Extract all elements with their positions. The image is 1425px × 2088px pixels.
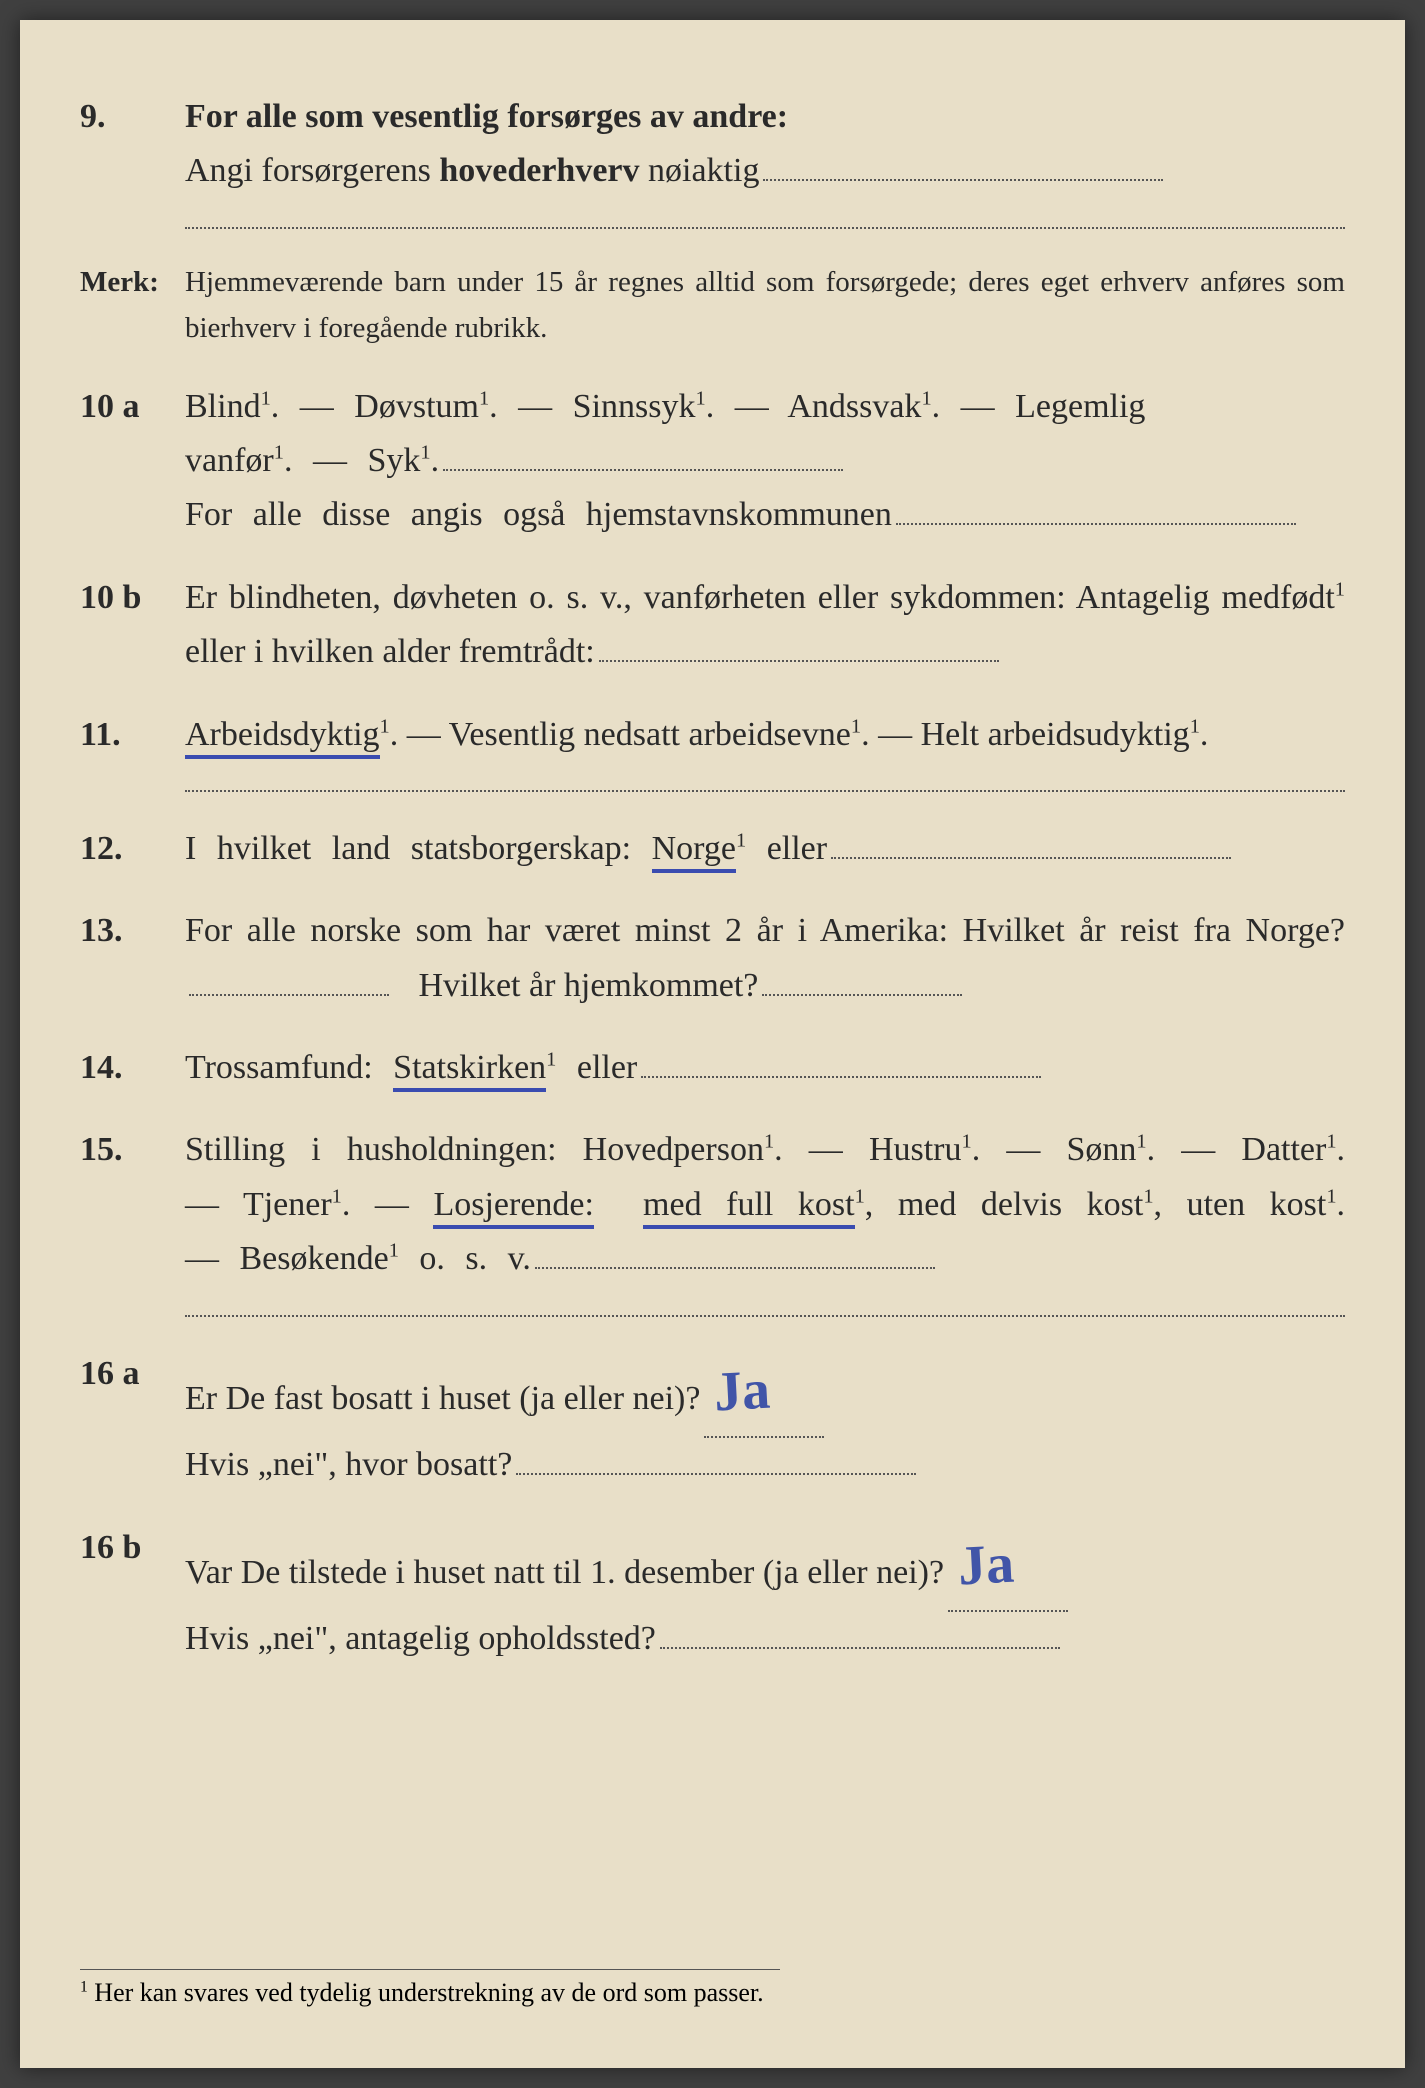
q15-datter: Datter <box>1241 1131 1326 1168</box>
q16a-text: Er De fast bosatt i huset (ja eller nei)… <box>185 1347 1345 1493</box>
footnote: 1 Her kan svares ved tydelig understrekn… <box>80 1969 780 2008</box>
merk-text: Hjemmeværende barn under 15 år regnes al… <box>185 259 1345 352</box>
q13-number: 13. <box>80 904 185 1013</box>
q15-sonn: Sønn <box>1066 1131 1136 1168</box>
document-page: 9. For alle som vesentlig forsørges av a… <box>20 20 1405 2068</box>
fill-line <box>660 1647 1060 1649</box>
q9-text: For alle som vesentlig forsørges av andr… <box>185 90 1345 199</box>
q16a-text1: Er De fast bosatt i huset (ja eller nei)… <box>185 1380 700 1417</box>
q16b-text2: Hvis „nei", antagelig opholdssted? <box>185 1620 656 1657</box>
q9-line2c: nøiaktig <box>640 152 760 189</box>
question-10b: 10 b Er blindheten, døvheten o. s. v., v… <box>80 571 1345 680</box>
q12-text1: I hvilket land statsborgerskap: <box>185 830 652 867</box>
q10a-text: Blind1. — Døvstum1. — Sinnssyk1. — Andss… <box>185 380 1345 543</box>
q16b-number: 16 b <box>80 1521 185 1667</box>
fill-line <box>641 1076 1041 1078</box>
q9-line1: For alle som vesentlig forsørges av andr… <box>185 98 788 135</box>
q15-besok: Besøkende <box>240 1240 389 1277</box>
q10b-text2: eller i hvilken alder fremtrådt: <box>185 633 595 670</box>
question-14: 14. Trossamfund: Statskirken1 eller <box>80 1041 1345 1095</box>
question-12: 12. I hvilket land statsborgerskap: Norg… <box>80 822 1345 876</box>
q10a-sinnssyk: Sinnssyk <box>573 388 696 425</box>
q15-uten: uten kost <box>1187 1186 1327 1223</box>
q11-text: Arbeidsdyktig1. — Vesentlig nedsatt arbe… <box>185 708 1345 762</box>
q10a-number: 10 a <box>80 380 185 543</box>
q13-text2: Hvilket år hjemkommet? <box>419 967 759 1004</box>
separator-line <box>185 790 1345 792</box>
q10a-legemlig: Legemlig <box>1015 388 1145 425</box>
q14-statskirken: Statskirken <box>393 1049 546 1092</box>
q15-text: Stilling i husholdningen: Hovedperson1. … <box>185 1123 1345 1286</box>
merk-note: Merk: Hjemmeværende barn under 15 år reg… <box>80 259 1345 352</box>
fill-line <box>516 1473 916 1475</box>
q15-number: 15. <box>80 1123 185 1286</box>
fill-line <box>535 1267 935 1269</box>
q13-text1: For alle norske som har været minst 2 år… <box>185 912 1345 949</box>
q14-number: 14. <box>80 1041 185 1095</box>
q10a-blind: Blind <box>185 388 261 425</box>
fill-line <box>443 469 843 471</box>
question-16a: 16 a Er De fast bosatt i huset (ja eller… <box>80 1347 1345 1493</box>
q15-delvis: med delvis kost <box>898 1186 1144 1223</box>
q11-opt2: Vesentlig nedsatt arbeidsevne <box>449 716 851 753</box>
q14-text1: Trossamfund: <box>185 1049 393 1086</box>
separator-line <box>185 227 1345 229</box>
q15-fullkost: med full kost <box>643 1186 855 1229</box>
footnote-text: Her kan svares ved tydelig understreknin… <box>88 1978 764 2007</box>
fill-line: Ja <box>704 1347 824 1439</box>
q15-losjerende: Losjerende: <box>433 1186 594 1229</box>
q10a-vanfor: vanfør <box>185 442 274 479</box>
q12-norge: Norge <box>652 830 736 873</box>
q15-osv: o. s. v. <box>399 1240 531 1277</box>
q16a-text2: Hvis „nei", hvor bosatt? <box>185 1446 512 1483</box>
q14-eller: eller <box>556 1049 637 1086</box>
fill-line <box>599 660 999 662</box>
question-15: 15. Stilling i husholdningen: Hovedperso… <box>80 1123 1345 1286</box>
q9-number: 9. <box>80 90 185 199</box>
q15-text1: Stilling i husholdningen: Hovedperson <box>185 1131 764 1168</box>
q15-hustru: Hustru <box>869 1131 962 1168</box>
q10b-number: 10 b <box>80 571 185 680</box>
q15-tjener: Tjener <box>243 1186 332 1223</box>
q12-eller: eller <box>746 830 827 867</box>
question-10a: 10 a Blind1. — Døvstum1. — Sinnssyk1. — … <box>80 380 1345 543</box>
content-area: 9. For alle som vesentlig forsørges av a… <box>80 90 1345 1667</box>
q14-text: Trossamfund: Statskirken1 eller <box>185 1041 1345 1095</box>
fill-line <box>189 994 389 996</box>
q12-number: 12. <box>80 822 185 876</box>
q12-text: I hvilket land statsborgerskap: Norge1 e… <box>185 822 1345 876</box>
question-9: 9. For alle som vesentlig forsørges av a… <box>80 90 1345 199</box>
q10a-andssvak: Andssvak <box>787 388 921 425</box>
question-11: 11. Arbeidsdyktig1. — Vesentlig nedsatt … <box>80 708 1345 762</box>
q10b-text: Er blindheten, døvheten o. s. v., vanfør… <box>185 571 1345 680</box>
q10b-text1: Er blindheten, døvheten o. s. v., vanfør… <box>185 579 1335 616</box>
q10a-dovstum: Døvstum <box>354 388 479 425</box>
fill-line <box>896 523 1296 525</box>
question-13: 13. For alle norske som har været minst … <box>80 904 1345 1013</box>
q11-number: 11. <box>80 708 185 762</box>
fill-line <box>762 994 962 996</box>
merk-label: Merk: <box>80 259 185 352</box>
q9-line2a: Angi forsørgerens <box>185 152 439 189</box>
q16b-text: Var De tilstede i huset natt til 1. dese… <box>185 1521 1345 1667</box>
fill-line: Ja <box>948 1521 1068 1613</box>
question-16b: 16 b Var De tilstede i huset natt til 1.… <box>80 1521 1345 1667</box>
q16b-answer: Ja <box>956 1519 1017 1611</box>
fill-line <box>831 857 1231 859</box>
q13-text: For alle norske som har været minst 2 år… <box>185 904 1345 1013</box>
q11-opt3: Helt arbeidsudyktig <box>921 716 1190 753</box>
fill-line <box>763 179 1163 181</box>
footnote-sup: 1 <box>80 1978 88 1995</box>
q11-opt1: Arbeidsdyktig <box>185 716 380 759</box>
q16a-answer: Ja <box>712 1345 773 1437</box>
q10a-sub: For alle disse angis også hjemstavnskomm… <box>185 496 892 533</box>
q10a-syk: Syk <box>367 442 420 479</box>
q16a-number: 16 a <box>80 1347 185 1493</box>
q16b-text1: Var De tilstede i huset natt til 1. dese… <box>185 1554 944 1591</box>
q9-line2b: hovederhverv <box>439 152 639 189</box>
separator-line <box>185 1315 1345 1317</box>
